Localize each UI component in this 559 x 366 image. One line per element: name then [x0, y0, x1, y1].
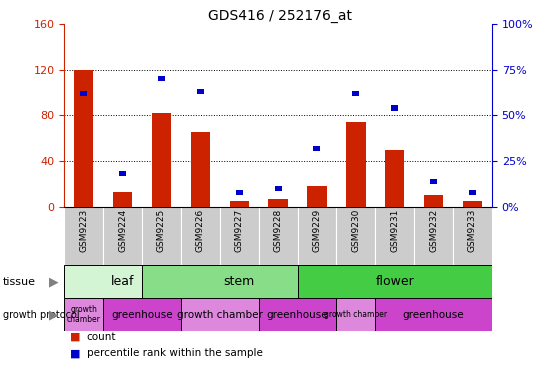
Bar — [119, 171, 126, 176]
Bar — [375, 298, 492, 331]
Bar — [469, 190, 476, 195]
Bar — [391, 105, 398, 111]
Text: growth
chamber: growth chamber — [67, 305, 101, 325]
Bar — [375, 207, 414, 265]
Text: growth chamber: growth chamber — [324, 310, 387, 319]
Bar — [259, 298, 337, 331]
Bar — [230, 201, 249, 207]
Text: count: count — [87, 332, 116, 342]
Text: GSM9224: GSM9224 — [118, 209, 127, 252]
Bar — [64, 298, 103, 331]
Bar — [236, 190, 243, 195]
Bar — [430, 179, 437, 184]
Bar — [259, 207, 297, 265]
Text: greenhouse: greenhouse — [403, 310, 465, 320]
Bar — [385, 150, 405, 207]
Text: GSM9230: GSM9230 — [352, 209, 361, 252]
Text: GSM9233: GSM9233 — [468, 209, 477, 252]
Text: GSM9227: GSM9227 — [235, 209, 244, 252]
Text: stem: stem — [224, 275, 255, 288]
Bar — [297, 265, 492, 298]
Text: GDS416 / 252176_at: GDS416 / 252176_at — [207, 9, 352, 23]
Bar — [307, 186, 326, 207]
Bar — [337, 298, 375, 331]
Text: percentile rank within the sample: percentile rank within the sample — [87, 348, 263, 358]
Bar — [268, 199, 288, 207]
Bar — [142, 207, 181, 265]
Bar — [158, 76, 165, 81]
Bar — [64, 207, 103, 265]
Bar — [113, 192, 132, 207]
Text: tissue: tissue — [3, 277, 36, 287]
Bar — [414, 207, 453, 265]
Bar — [103, 207, 142, 265]
Bar — [103, 298, 181, 331]
Text: GSM9223: GSM9223 — [79, 209, 88, 252]
Bar — [151, 113, 171, 207]
Text: growth protocol: growth protocol — [3, 310, 79, 320]
Bar — [424, 195, 443, 207]
Bar — [274, 186, 282, 191]
Text: GSM9226: GSM9226 — [196, 209, 205, 252]
Text: GSM9231: GSM9231 — [390, 209, 399, 252]
Bar — [181, 207, 220, 265]
Text: greenhouse: greenhouse — [267, 310, 328, 320]
Bar — [346, 122, 366, 207]
Text: ■: ■ — [70, 348, 80, 358]
Bar — [463, 201, 482, 207]
Text: GSM9232: GSM9232 — [429, 209, 438, 252]
Bar — [297, 207, 337, 265]
Bar — [314, 146, 320, 151]
Text: ▶: ▶ — [49, 308, 59, 321]
Bar — [352, 91, 359, 96]
Text: leaf: leaf — [111, 275, 134, 288]
Bar — [80, 91, 87, 96]
Text: GSM9225: GSM9225 — [157, 209, 166, 252]
Bar — [197, 89, 204, 94]
Text: ■: ■ — [70, 332, 80, 342]
Text: greenhouse: greenhouse — [111, 310, 173, 320]
Bar — [142, 265, 337, 298]
Bar — [220, 207, 259, 265]
Bar — [64, 265, 181, 298]
Text: GSM9228: GSM9228 — [273, 209, 283, 252]
Bar — [74, 70, 93, 207]
Bar — [181, 298, 259, 331]
Text: flower: flower — [375, 275, 414, 288]
Text: ▶: ▶ — [49, 275, 59, 288]
Text: growth chamber: growth chamber — [177, 310, 263, 320]
Bar — [337, 207, 375, 265]
Bar — [453, 207, 492, 265]
Text: GSM9229: GSM9229 — [312, 209, 321, 252]
Bar — [191, 132, 210, 207]
